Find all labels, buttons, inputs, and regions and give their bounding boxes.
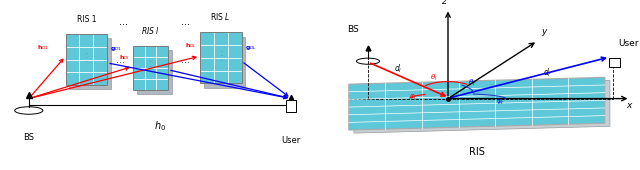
Bar: [609, 58, 620, 67]
Text: ·
·
·: · · ·: [150, 60, 151, 73]
Text: BS: BS: [348, 25, 359, 34]
Text: $y$: $y$: [541, 27, 548, 38]
Text: $\mathbf{h}_{D1}$: $\mathbf{h}_{D1}$: [37, 43, 50, 52]
Text: $z$: $z$: [441, 0, 447, 6]
Text: ···: ···: [181, 58, 190, 68]
Bar: [133, 46, 145, 57]
Bar: [145, 79, 156, 90]
Text: RIS $l$: RIS $l$: [141, 25, 160, 36]
Bar: [228, 58, 242, 71]
Bar: [70, 38, 111, 89]
Bar: [79, 59, 93, 72]
Bar: [66, 72, 79, 85]
Bar: [200, 71, 214, 83]
Bar: [79, 34, 93, 47]
Bar: [228, 45, 242, 58]
Bar: [214, 45, 228, 58]
Text: $\mathbf{g}_{D1}$: $\mathbf{g}_{D1}$: [111, 45, 123, 53]
Bar: [145, 68, 156, 79]
Bar: [214, 71, 228, 83]
Bar: [228, 71, 242, 83]
Bar: [228, 32, 242, 45]
Bar: [137, 50, 172, 94]
Bar: [214, 58, 228, 71]
Bar: [79, 72, 93, 85]
Bar: [286, 100, 296, 112]
Text: User: User: [618, 39, 639, 48]
Polygon shape: [354, 80, 610, 133]
Bar: [200, 32, 214, 45]
Bar: [145, 46, 156, 57]
Text: User: User: [282, 136, 301, 145]
Text: $\mathbf{h}_{Dl}$: $\mathbf{h}_{Dl}$: [118, 53, 129, 62]
Text: BS: BS: [23, 133, 35, 142]
Text: $\varphi_r$: $\varphi_r$: [496, 98, 505, 107]
Bar: [93, 34, 108, 47]
Bar: [156, 79, 168, 90]
Text: RIS: RIS: [469, 147, 484, 157]
Bar: [214, 32, 228, 45]
Bar: [204, 37, 246, 88]
Text: $h_0$: $h_0$: [154, 119, 166, 133]
Bar: [66, 47, 79, 60]
Text: ···: ···: [116, 58, 125, 68]
Bar: [200, 58, 214, 71]
Text: $d_i$: $d_i$: [394, 63, 402, 75]
Text: ·
·
·: · · ·: [86, 51, 87, 64]
Bar: [133, 46, 168, 90]
Text: $x$: $x$: [626, 101, 634, 110]
Bar: [93, 47, 108, 60]
Text: $\mathbf{g}_{DL}$: $\mathbf{g}_{DL}$: [244, 44, 257, 52]
Text: $\theta_r$: $\theta_r$: [468, 78, 477, 88]
Text: ·
·
·: · · ·: [220, 49, 221, 63]
Bar: [133, 68, 145, 79]
Bar: [200, 32, 242, 83]
Bar: [93, 72, 108, 85]
Text: $\theta_i$: $\theta_i$: [430, 73, 438, 83]
Text: $d_r$: $d_r$: [543, 66, 552, 79]
Bar: [156, 68, 168, 79]
Polygon shape: [349, 77, 605, 130]
Text: RIS 1: RIS 1: [77, 15, 96, 24]
Bar: [156, 57, 168, 68]
Bar: [133, 79, 145, 90]
Bar: [66, 34, 79, 47]
Bar: [66, 59, 79, 72]
Bar: [66, 34, 108, 85]
Text: ...: ...: [181, 17, 190, 27]
Bar: [79, 47, 93, 60]
Bar: [156, 46, 168, 57]
Text: $\varphi_i$: $\varphi_i$: [409, 92, 417, 101]
Text: ...: ...: [119, 17, 128, 27]
Bar: [93, 59, 108, 72]
Text: $\mathbf{h}_{DL}$: $\mathbf{h}_{DL}$: [185, 41, 197, 50]
Bar: [200, 45, 214, 58]
Bar: [133, 57, 145, 68]
Text: RIS $L$: RIS $L$: [211, 11, 231, 22]
Bar: [145, 57, 156, 68]
